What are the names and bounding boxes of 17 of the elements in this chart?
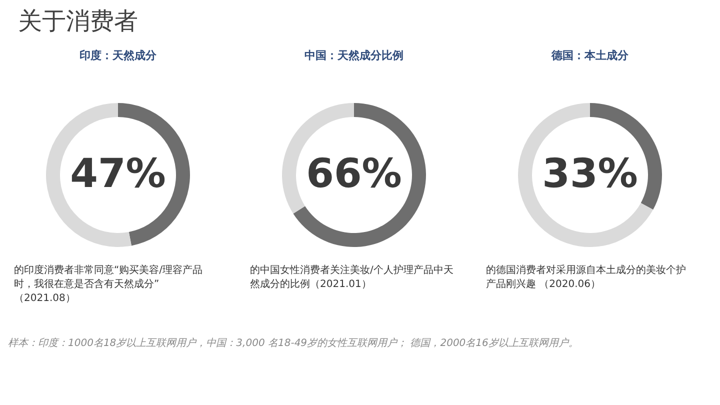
text: （2021.08） xyxy=(14,293,76,304)
text: 样本：印度：1000名18岁以上互联网用户，中国：3,000 名18-49岁的女性互联网用户； 德国，2000名16岁以上互联网用户。 xyxy=(8,337,578,349)
text: 关于消费者 xyxy=(18,7,138,35)
text: 的德国消费者对采用源自本土成分的美妆个护 xyxy=(486,264,686,276)
chart-title: 中国：天然成分比例 xyxy=(304,49,404,62)
text: 的中国女性消费者关注美妆/个人护理产品中天 xyxy=(250,264,454,276)
text: 时，我很在意是否含有天然成分” xyxy=(14,278,160,290)
donut-slice xyxy=(293,103,426,247)
chart-title: 德国：本土成分 xyxy=(550,49,630,62)
data-label: 33% xyxy=(542,151,638,197)
donut-slice xyxy=(518,103,654,247)
text: 产品刚兴趣 （2020.06） xyxy=(486,278,601,290)
text: 的印度消费者非常同意“购买美容/理容产品 xyxy=(14,264,203,276)
chart-title: 印度：天然成分 xyxy=(80,49,158,62)
data-label: 66% xyxy=(306,151,402,197)
text: 然成分的比例（2021.01） xyxy=(250,278,372,290)
data-label: 47% xyxy=(70,151,166,197)
